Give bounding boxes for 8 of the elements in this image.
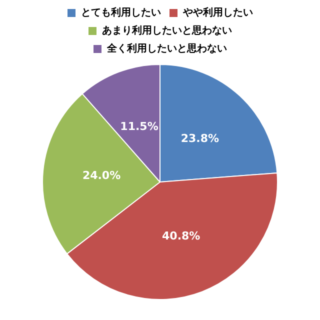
data-label: 24.0% — [82, 169, 121, 182]
legend-label: あまり利用したいと思わない — [102, 24, 232, 37]
data-label: 40.8% — [162, 230, 200, 243]
legend-label: とても利用したい — [81, 6, 161, 19]
legend-label: やや利用したい — [182, 6, 253, 19]
data-label: 23.8% — [180, 132, 219, 145]
data-label: 11.5% — [120, 120, 158, 133]
legend-label: 全く利用したいと思わない — [106, 42, 227, 55]
